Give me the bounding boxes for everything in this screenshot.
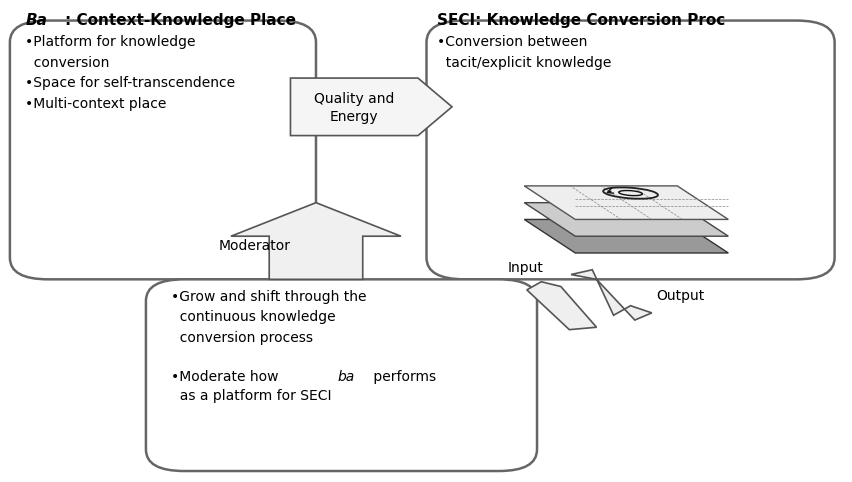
FancyBboxPatch shape <box>426 21 833 280</box>
Text: •Moderate how: •Moderate how <box>171 370 283 384</box>
Text: •Conversion between
  tacit/explicit knowledge: •Conversion between tacit/explicit knowl… <box>436 35 610 69</box>
Text: Output: Output <box>655 289 704 303</box>
Text: Quality and
Energy: Quality and Energy <box>314 93 394 124</box>
Text: performs: performs <box>368 370 435 384</box>
FancyBboxPatch shape <box>146 280 537 471</box>
Text: Input: Input <box>507 261 543 275</box>
Polygon shape <box>231 202 400 280</box>
Text: SECI: Knowledge Conversion Proc: SECI: Knowledge Conversion Proc <box>436 13 724 28</box>
Polygon shape <box>570 270 651 320</box>
Polygon shape <box>524 219 728 253</box>
Text: Moderator: Moderator <box>218 239 290 253</box>
Text: Ba: Ba <box>26 13 47 28</box>
Polygon shape <box>527 282 596 330</box>
Text: as a platform for SECI: as a platform for SECI <box>171 388 331 402</box>
Polygon shape <box>524 186 728 219</box>
Polygon shape <box>291 78 452 135</box>
Text: : Context-Knowledge Place: : Context-Knowledge Place <box>65 13 296 28</box>
Text: •Platform for knowledge
  conversion
•Space for self-transcendence
•Multi-contex: •Platform for knowledge conversion •Spac… <box>26 35 235 111</box>
FancyBboxPatch shape <box>10 21 315 280</box>
Text: •Grow and shift through the
  continuous knowledge
  conversion process: •Grow and shift through the continuous k… <box>171 290 366 345</box>
Polygon shape <box>524 202 728 236</box>
Text: ba: ba <box>337 370 354 384</box>
